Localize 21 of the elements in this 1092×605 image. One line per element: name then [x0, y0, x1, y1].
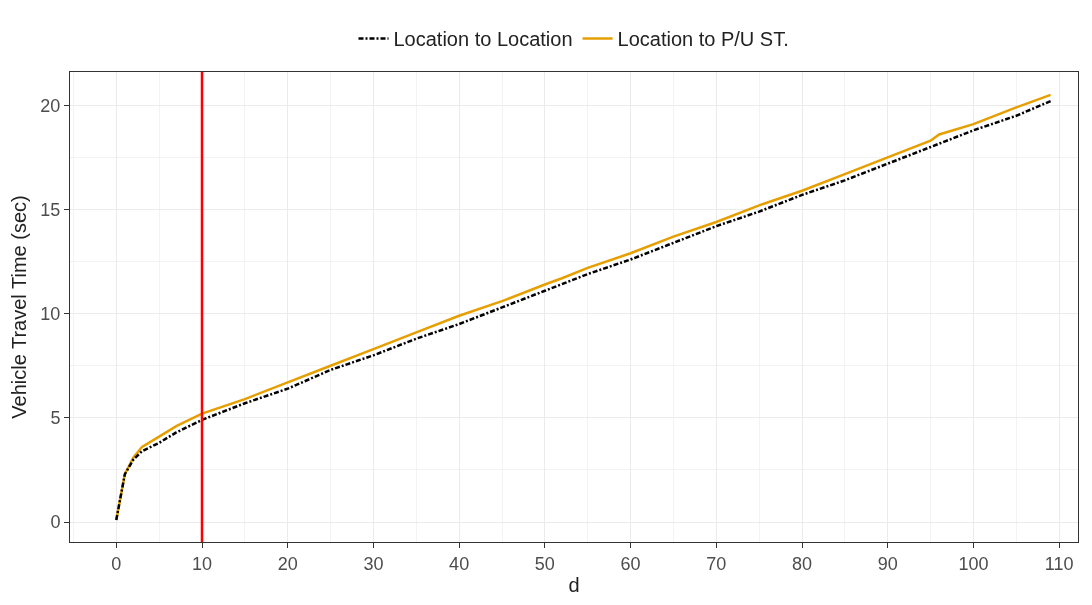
y-axis-title: Vehicle Travel Time (sec): [7, 195, 30, 419]
x-axis-title: d: [568, 574, 580, 597]
y-tick-label: 20: [40, 95, 61, 116]
x-tick-label: 30: [363, 553, 384, 574]
x-tick-label: 110: [1044, 553, 1074, 574]
x-tick-label: 100: [958, 553, 989, 574]
x-tick-label: 70: [706, 553, 727, 574]
x-tick-label: 80: [791, 553, 813, 574]
y-tick-label: 5: [50, 408, 61, 429]
legend-label: Location to P/U ST.: [617, 28, 789, 51]
x-tick-label: 40: [449, 553, 470, 574]
x-tick-label: 10: [191, 553, 213, 574]
y-tick-label: 0: [50, 512, 61, 533]
x-tick-label: 60: [620, 553, 641, 574]
y-tick-label: 15: [40, 199, 61, 220]
y-tick-label: 10: [40, 303, 61, 324]
x-tick-label: 0: [111, 553, 122, 574]
x-tick-label: 50: [534, 553, 555, 574]
x-tick-label: 90: [877, 553, 898, 574]
legend-label: Location to Location: [393, 28, 573, 51]
x-tick-label: 20: [277, 553, 298, 574]
